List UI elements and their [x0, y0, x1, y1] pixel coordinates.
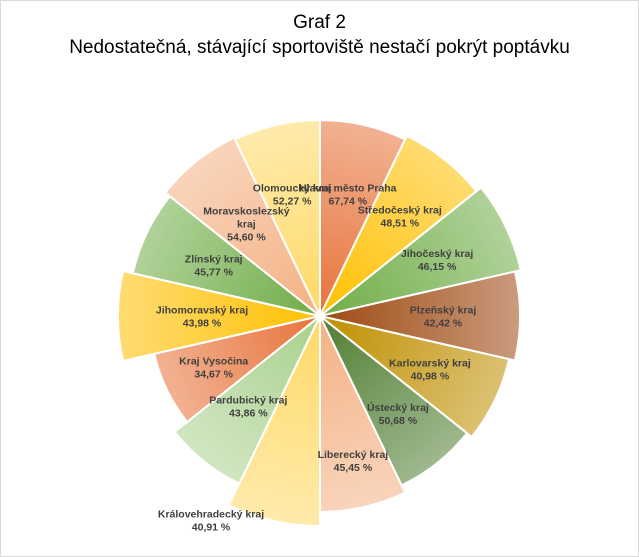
pie-slice: [227, 315, 321, 528]
data-label: Hlavní město Praha 67,74 %: [299, 183, 397, 208]
data-label: Liberecký kraj 45,45 %: [318, 449, 389, 474]
data-label: Kraj Vysočina 34,67 %: [179, 356, 248, 381]
data-label: Zlínský kraj 45,77 %: [185, 253, 243, 278]
pie-slice: [319, 186, 523, 317]
data-label: Pardubický kraj 43,86 %: [209, 394, 287, 419]
data-label: Jihočeský kraj 46,15 %: [401, 248, 473, 273]
data-label: Plzeňský kraj 42,42 %: [410, 305, 477, 330]
pie-slice: [116, 269, 321, 363]
data-label: Karlovarský kraj 40,98 %: [389, 357, 471, 382]
chart-subtitle: Nedostatečná, stávající sportoviště nest…: [69, 37, 570, 58]
data-label: Středočeský kraj 48,51 %: [358, 204, 442, 229]
data-label: Moravskoslezský kraj 54,60 %: [203, 206, 290, 244]
data-label: Ústecký kraj 50,68 %: [367, 401, 429, 427]
pie-slice: [173, 315, 321, 485]
data-label: Olomoucký kraj 52,27 %: [253, 183, 332, 208]
data-label: Jihomoravský kraj 43,98 %: [156, 305, 248, 330]
pie-slice: [319, 315, 511, 439]
chart-title: Graf 2: [293, 12, 346, 33]
pie-slice: [319, 270, 522, 362]
pie-slice: [163, 136, 321, 317]
pie-slice: [233, 118, 321, 317]
data-label: Královehradecký kraj 40,91 %: [158, 509, 264, 534]
